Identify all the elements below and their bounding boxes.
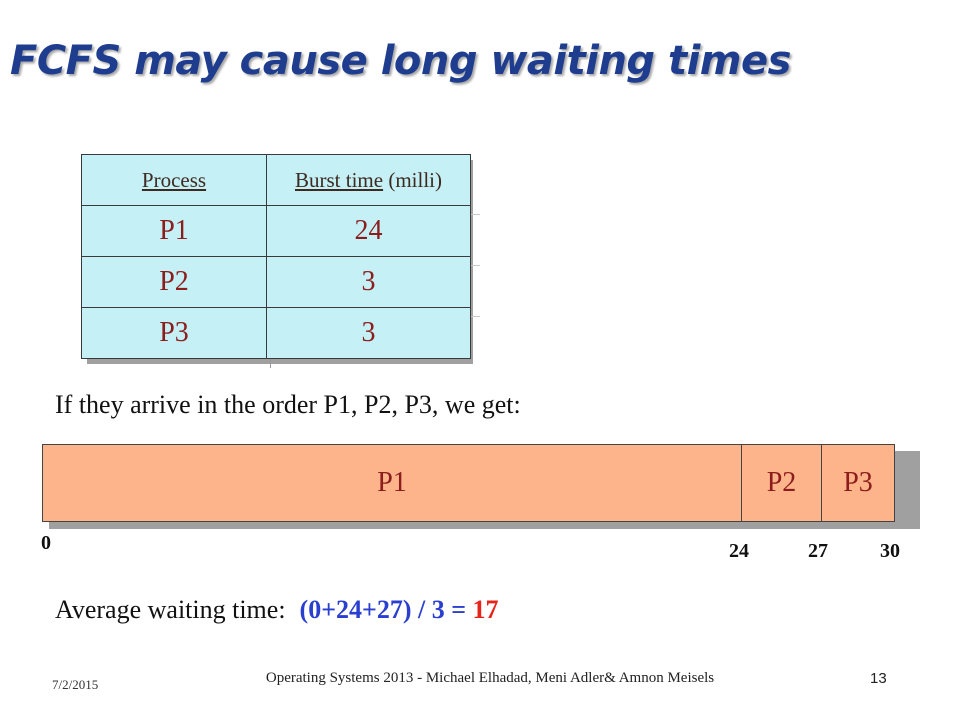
- header-process: Process: [81, 154, 267, 206]
- cell-process: P3: [81, 307, 267, 359]
- average-label: Average waiting time:: [55, 595, 286, 624]
- gantt-tick-24: 24: [729, 540, 749, 562]
- footer-credit: Operating Systems 2013 - Michael Elhadad…: [265, 670, 715, 686]
- cell-process: P2: [81, 256, 267, 308]
- gantt-segment-p3: P3: [843, 467, 873, 498]
- table-row: P3 3: [81, 307, 471, 359]
- table-header-row: Process Burst time (milli): [81, 154, 471, 206]
- average-result: 17: [472, 595, 499, 624]
- average-waiting-line: Average waiting time: (0+24+27) / 3 = 17: [55, 595, 499, 625]
- gantt-tick-30: 30: [880, 540, 900, 562]
- header-burst-time: Burst time (milli): [266, 154, 471, 206]
- table-row: P2 3: [81, 256, 471, 308]
- gantt-segment-p1: P1: [43, 445, 742, 521]
- cell-process: P1: [81, 205, 267, 257]
- gantt-tick-0: 0: [41, 532, 51, 554]
- cell-burst: 24: [266, 205, 471, 257]
- gantt-segment-p2: P2: [742, 445, 822, 521]
- gantt-tick-27: 27: [808, 540, 828, 562]
- footer-date: 7/2/2015: [52, 677, 99, 692]
- cell-burst: 3: [266, 256, 471, 308]
- cell-burst: 3: [266, 307, 471, 359]
- arrival-order-text: If they arrive in the order P1, P2, P3, …: [55, 390, 521, 419]
- process-table: Process Burst time (milli) P1 24 P2 3 P3…: [81, 154, 471, 359]
- table-row: P1 24: [81, 205, 471, 257]
- slide-title: FCFS may cause long waiting times: [10, 38, 791, 84]
- gantt-chart: P1 P2 P3: [42, 444, 895, 522]
- average-formula: (0+24+27) / 3 =: [299, 595, 473, 624]
- page-number: 13: [870, 670, 887, 687]
